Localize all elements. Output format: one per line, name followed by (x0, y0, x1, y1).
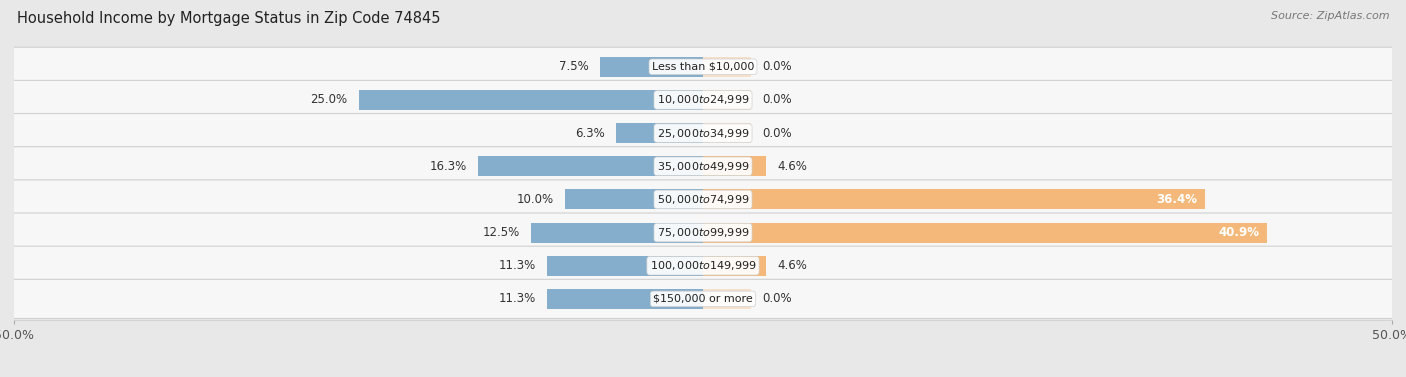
Bar (703, 156, 766, 176)
Bar (703, 190, 1205, 209)
Text: 40.9%: 40.9% (1219, 226, 1260, 239)
Bar (703, 123, 751, 143)
Bar (703, 223, 1267, 242)
Text: Less than $10,000: Less than $10,000 (652, 62, 754, 72)
FancyBboxPatch shape (0, 147, 1406, 186)
Bar (599, 57, 703, 77)
Text: 0.0%: 0.0% (762, 60, 792, 73)
Bar (703, 90, 751, 110)
Text: 0.0%: 0.0% (762, 127, 792, 139)
Text: $25,000 to $34,999: $25,000 to $34,999 (657, 127, 749, 139)
Text: 36.4%: 36.4% (1157, 193, 1198, 206)
Bar (478, 156, 703, 176)
FancyBboxPatch shape (0, 80, 1406, 120)
Bar (616, 123, 703, 143)
Bar (547, 256, 703, 276)
Text: 6.3%: 6.3% (575, 127, 605, 139)
Text: $50,000 to $74,999: $50,000 to $74,999 (657, 193, 749, 206)
FancyBboxPatch shape (0, 180, 1406, 219)
Bar (547, 289, 703, 309)
Text: Source: ZipAtlas.com: Source: ZipAtlas.com (1271, 11, 1389, 21)
Text: 25.0%: 25.0% (311, 93, 347, 106)
Bar (565, 190, 703, 209)
Text: $100,000 to $149,999: $100,000 to $149,999 (650, 259, 756, 272)
Text: 4.6%: 4.6% (778, 160, 807, 173)
Text: 12.5%: 12.5% (482, 226, 520, 239)
FancyBboxPatch shape (0, 47, 1406, 86)
FancyBboxPatch shape (0, 279, 1406, 319)
Text: 7.5%: 7.5% (560, 60, 589, 73)
Text: $35,000 to $49,999: $35,000 to $49,999 (657, 160, 749, 173)
Text: 10.0%: 10.0% (517, 193, 554, 206)
Text: $150,000 or more: $150,000 or more (654, 294, 752, 304)
Text: 4.6%: 4.6% (778, 259, 807, 272)
FancyBboxPatch shape (0, 213, 1406, 252)
Bar (703, 289, 751, 309)
Bar (703, 256, 766, 276)
Text: 11.3%: 11.3% (499, 293, 536, 305)
Bar (359, 90, 703, 110)
Text: $75,000 to $99,999: $75,000 to $99,999 (657, 226, 749, 239)
Bar (703, 57, 751, 77)
Text: $10,000 to $24,999: $10,000 to $24,999 (657, 93, 749, 106)
FancyBboxPatch shape (0, 246, 1406, 285)
Text: 0.0%: 0.0% (762, 93, 792, 106)
Bar (531, 223, 703, 242)
Text: 0.0%: 0.0% (762, 293, 792, 305)
FancyBboxPatch shape (0, 113, 1406, 153)
Text: 16.3%: 16.3% (430, 160, 467, 173)
Text: Household Income by Mortgage Status in Zip Code 74845: Household Income by Mortgage Status in Z… (17, 11, 440, 26)
Text: 11.3%: 11.3% (499, 259, 536, 272)
